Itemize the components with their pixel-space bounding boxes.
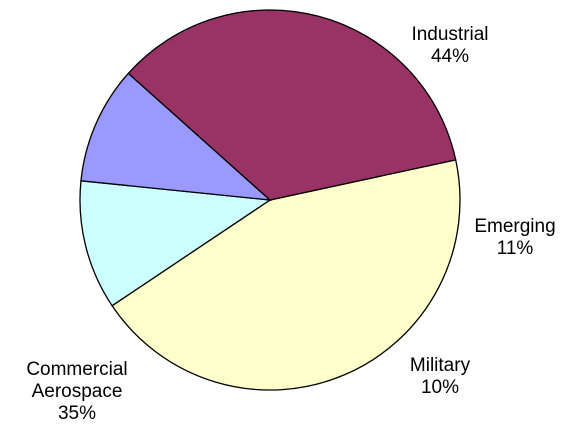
slice-emerging	[79, 180, 272, 307]
slice-industrial	[111, 159, 461, 391]
label-industrial: Industrial 44%	[411, 24, 488, 67]
label-military: Military 10%	[410, 355, 471, 398]
label-commercial-aerospace: Commercial Aerospace 35%	[26, 359, 127, 424]
pie-labels: Industrial 44% Emerging 11% Military 10% Comme…	[26, 24, 555, 424]
label-emerging: Emerging 11%	[474, 216, 555, 259]
slice-military	[80, 72, 272, 201]
slice-commercial-aerospace	[127, 9, 457, 201]
pie-slices	[79, 9, 461, 391]
